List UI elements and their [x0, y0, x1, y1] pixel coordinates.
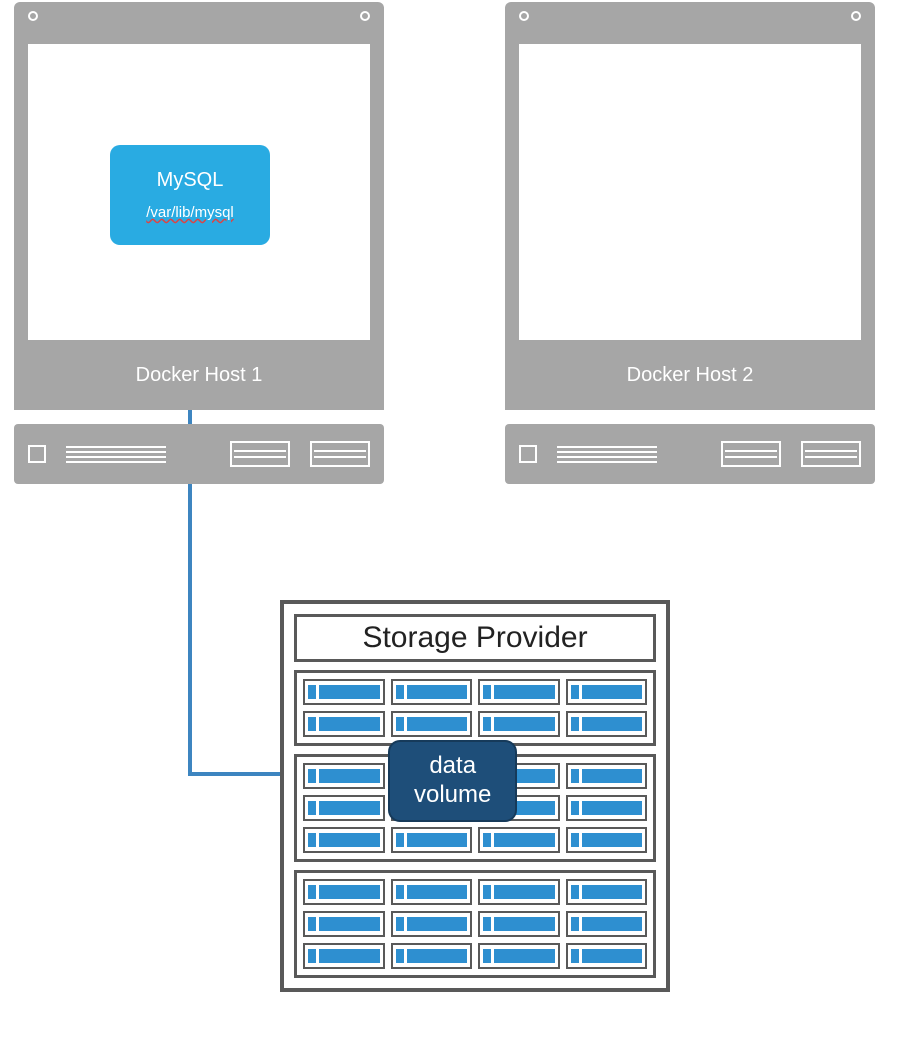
base-panel-icon [310, 441, 370, 467]
disk-slot [478, 943, 560, 969]
disk-slot [303, 943, 385, 969]
host2-label-bar: Docker Host 2 [505, 340, 875, 410]
host1-hinge-bar [14, 2, 384, 30]
mysql-path: /var/lib/mysql [146, 204, 234, 221]
disk-slot [566, 679, 648, 705]
disk-slot [303, 763, 385, 789]
storage-title: Storage Provider [294, 614, 656, 662]
disk-slot [478, 679, 560, 705]
base-block-icon [28, 445, 46, 463]
base-block-icon [519, 445, 537, 463]
data-volume-node: data volume [388, 740, 517, 822]
base-lines-icon [557, 446, 657, 463]
disk-slot [303, 679, 385, 705]
base-panel-icon [801, 441, 861, 467]
disk-slot [566, 763, 648, 789]
disk-slot [303, 795, 385, 821]
disk-slot [303, 911, 385, 937]
host2-hinge-bar [505, 2, 875, 30]
base-lines-icon [66, 446, 166, 463]
disk-slot [391, 827, 473, 853]
mysql-container-node: MySQL /var/lib/mysql [110, 145, 270, 245]
disk-slot [391, 711, 473, 737]
host2-screen [519, 44, 861, 340]
disk-slot [566, 711, 648, 737]
disk-slot [478, 711, 560, 737]
hinge-dot-icon [851, 11, 861, 21]
disk-slot [478, 879, 560, 905]
host2-screen-frame [505, 30, 875, 340]
disk-slot [566, 795, 648, 821]
disk-slot [566, 943, 648, 969]
disk-slot [391, 679, 473, 705]
disk-slot [566, 879, 648, 905]
disk-slot [478, 911, 560, 937]
disk-slot [303, 711, 385, 737]
host2-keyboard-base [505, 424, 875, 484]
disk-slot [303, 879, 385, 905]
disk-slot [303, 827, 385, 853]
disk-slot [391, 911, 473, 937]
host2-label: Docker Host 2 [627, 364, 754, 387]
disk-slot [566, 911, 648, 937]
data-volume-label-line2: volume [414, 781, 491, 810]
disk-group-3 [294, 870, 656, 978]
host1-keyboard-base [14, 424, 384, 484]
disk-slot [566, 827, 648, 853]
mysql-title: MySQL [157, 169, 224, 192]
disk-slot [391, 879, 473, 905]
data-volume-label-line1: data [414, 752, 491, 781]
base-panel-icon [721, 441, 781, 467]
hinge-dot-icon [519, 11, 529, 21]
docker-host-1: Docker Host 1 [14, 2, 384, 492]
host1-label: Docker Host 1 [136, 364, 263, 387]
base-panel-icon [230, 441, 290, 467]
hinge-dot-icon [360, 11, 370, 21]
hinge-dot-icon [28, 11, 38, 21]
host1-label-bar: Docker Host 1 [14, 340, 384, 410]
disk-slot [478, 827, 560, 853]
disk-group-1 [294, 670, 656, 746]
docker-host-2: Docker Host 2 [505, 2, 875, 492]
disk-slot [391, 943, 473, 969]
